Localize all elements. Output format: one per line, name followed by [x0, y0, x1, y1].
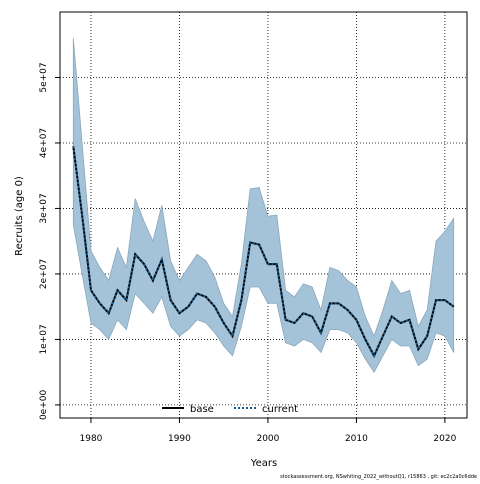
y-tick-label: 2e+07: [39, 259, 49, 289]
plot-frame: [59, 11, 468, 419]
legend-current-label: current: [262, 404, 298, 415]
footer-credit: stockassessment.org, NSwhiting_2022_with…: [280, 474, 477, 480]
y-tick-label: 3e+07: [39, 193, 49, 223]
x-tick-label: 1980: [80, 434, 103, 444]
x-axis: 1980 1990 2000 2010 2020: [80, 418, 457, 444]
series-lines: [72, 146, 455, 359]
y-tick-label: 0e+00: [39, 390, 49, 421]
legend-base-label: base: [190, 404, 214, 415]
y-axis-label: Recruits (age 0): [14, 176, 25, 256]
y-tick-label: 1e+07: [39, 324, 49, 354]
x-tick-label: 2010: [345, 434, 368, 444]
y-axis: 0e+00 1e+07 2e+07 3e+07 4e+07 5e+07: [39, 62, 60, 420]
x-tick-label: 1990: [168, 434, 191, 444]
x-axis-label: Years: [250, 458, 277, 469]
x-tick-label: 2020: [433, 434, 456, 444]
x-tick-label: 2000: [256, 434, 279, 444]
y-tick-label: 5e+07: [39, 62, 49, 92]
series-line-current: [72, 146, 455, 359]
y-tick-label: 4e+07: [39, 128, 49, 158]
legend: base current: [162, 404, 298, 415]
